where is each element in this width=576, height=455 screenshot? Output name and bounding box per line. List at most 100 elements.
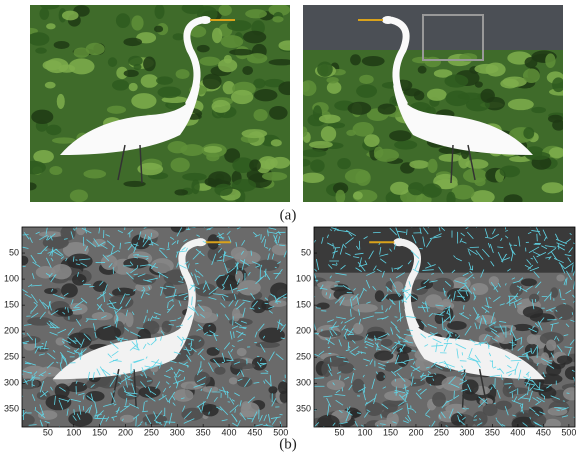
leaf [463,168,487,183]
leaf [378,104,396,115]
leaf [374,351,393,361]
leaf [382,403,398,412]
leaf [56,337,66,345]
leaf [432,392,446,407]
y-tick-label: 350 [296,404,311,414]
leaf [554,304,574,320]
x-tick-label: 50 [334,427,344,437]
leaf [483,404,498,416]
leaf [527,334,537,344]
leaf [350,54,361,65]
panel-label: (a) [280,207,297,223]
x-tick-label: 50 [43,427,53,437]
x-tick-label: 200 [408,427,423,437]
feature-vector [169,325,174,326]
leaf [218,59,237,73]
y-tick-label: 250 [296,352,311,362]
feature-vector [317,426,324,434]
leaf [317,281,338,288]
leaf [242,66,253,75]
leaf [391,378,411,388]
leaf [366,331,387,339]
leaf [386,412,398,426]
x-tick-label: 250 [434,427,449,437]
leaf [155,4,165,19]
leaf [234,251,260,264]
x-tick-label: 100 [357,427,372,437]
leaf [268,386,277,394]
egret-head [199,16,211,24]
leaf [439,154,462,162]
feature-vector [265,217,266,227]
leaf [38,410,57,420]
leaf [157,86,181,98]
leaf [229,49,253,56]
leaf [337,158,351,169]
leaf [249,159,261,171]
leaf [525,57,538,68]
leaf [70,189,88,202]
leaf [108,57,117,67]
y-tick-label: 50 [9,247,19,257]
leaf [269,300,287,307]
y-tick-label: 50 [301,247,311,257]
leaf [19,256,28,265]
leaf [138,386,160,398]
leaf [247,53,267,63]
leaf [348,102,372,115]
leaf [295,159,310,167]
leaf [199,57,220,66]
feature-vector [48,373,50,374]
leaf [259,328,285,343]
leaf [72,274,86,286]
x-tick-label: 300 [459,427,474,437]
leaf [474,64,498,74]
feature-vector [35,407,36,411]
feature-vector [450,368,451,371]
leaf [201,404,218,416]
leaf [444,74,468,87]
y-tick-label: 100 [296,273,311,283]
leaf [35,48,47,54]
feature-vector [114,390,115,392]
leaf [392,281,403,293]
leaf [57,94,65,109]
leaf [389,130,411,141]
leaf [269,106,288,120]
leaf [409,160,429,169]
leaf [301,149,327,157]
x-tick-label: 450 [536,427,551,437]
leaf [262,172,287,181]
leaf [489,276,499,286]
leaf [61,283,78,298]
x-tick-label: 350 [485,427,500,437]
feature-vector [33,378,40,379]
leaf [343,335,363,341]
x-tick-label: 500 [561,427,576,437]
leaf [133,64,141,70]
leaf [237,348,247,356]
leaf [338,294,359,307]
leaf [443,307,454,321]
feature-vector [504,384,512,385]
leaf [549,147,565,158]
leaf [116,13,130,28]
leaf [556,274,565,281]
leaf [203,74,222,90]
leaf [531,107,546,113]
leaf [335,190,345,204]
leaf [207,347,220,356]
leaf [67,254,93,269]
x-tick-label: 400 [510,427,525,437]
x-tick-label: 400 [222,427,237,437]
leaf [408,182,424,195]
leaf [123,258,148,269]
leaf [301,173,325,183]
leaf [548,115,563,123]
leaf [171,158,190,173]
leaf [465,159,488,169]
leaf [55,383,70,398]
x-tick-label: 300 [170,427,185,437]
leaf [131,15,143,30]
leaf [494,335,504,343]
